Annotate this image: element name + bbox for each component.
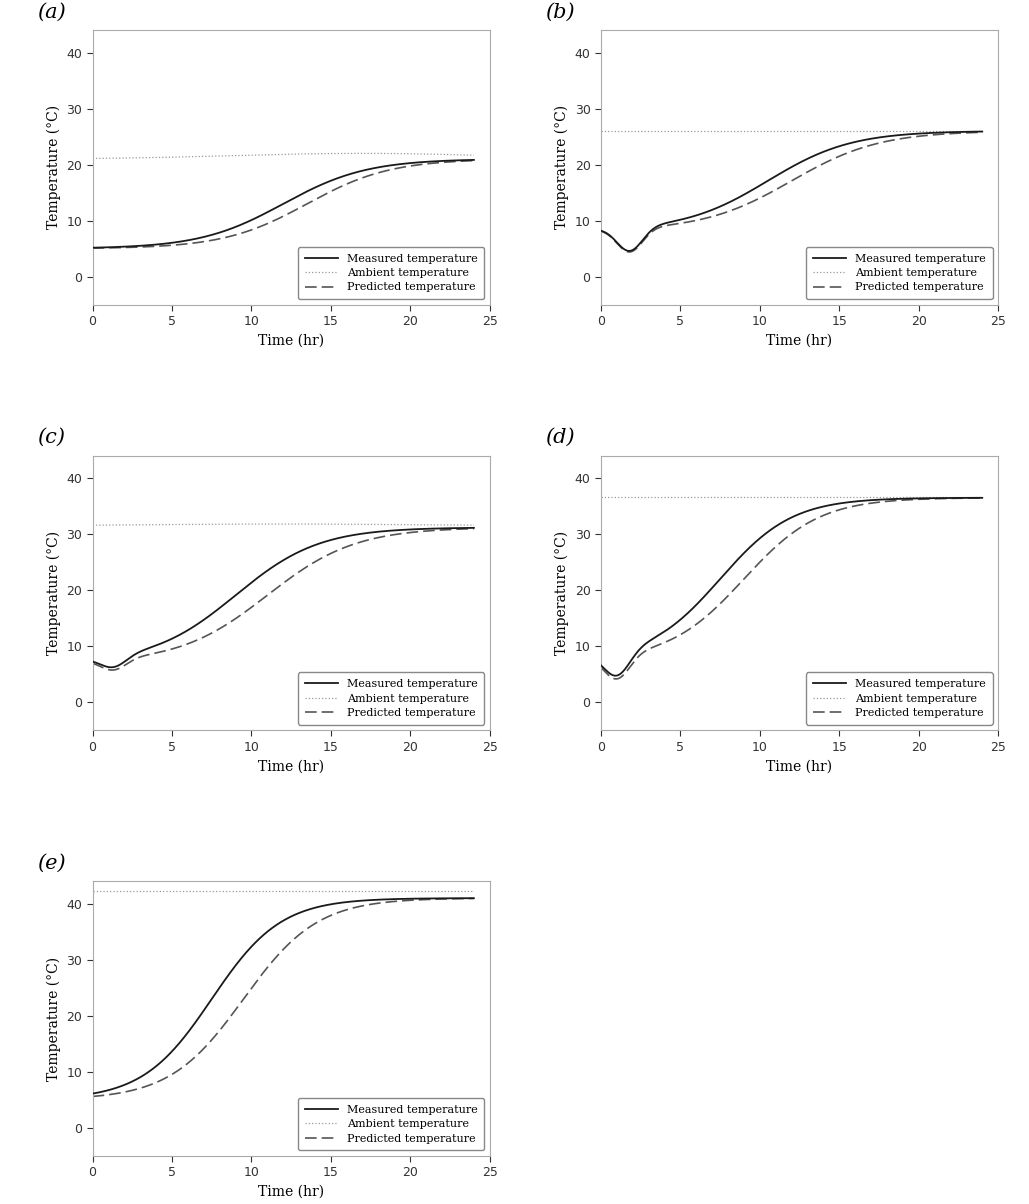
Y-axis label: Temperature (°C): Temperature (°C) [46, 105, 61, 230]
X-axis label: Time (hr): Time (hr) [767, 334, 832, 348]
Y-axis label: Temperature (°C): Temperature (°C) [555, 105, 569, 230]
X-axis label: Time (hr): Time (hr) [258, 760, 324, 773]
Legend: Measured temperature, Ambient temperature, Predicted temperature: Measured temperature, Ambient temperatur… [807, 673, 993, 725]
Legend: Measured temperature, Ambient temperature, Predicted temperature: Measured temperature, Ambient temperatur… [298, 247, 485, 299]
Text: (d): (d) [545, 429, 575, 447]
Legend: Measured temperature, Ambient temperature, Predicted temperature: Measured temperature, Ambient temperatur… [807, 247, 993, 299]
Text: (b): (b) [545, 2, 575, 22]
Y-axis label: Temperature (°C): Temperature (°C) [46, 531, 61, 655]
Y-axis label: Temperature (°C): Temperature (°C) [555, 531, 569, 655]
Text: (e): (e) [37, 854, 66, 873]
Legend: Measured temperature, Ambient temperature, Predicted temperature: Measured temperature, Ambient temperatur… [298, 1098, 485, 1150]
X-axis label: Time (hr): Time (hr) [258, 334, 324, 348]
X-axis label: Time (hr): Time (hr) [767, 760, 832, 773]
Text: (c): (c) [37, 429, 65, 447]
Text: (a): (a) [37, 2, 66, 22]
Legend: Measured temperature, Ambient temperature, Predicted temperature: Measured temperature, Ambient temperatur… [298, 673, 485, 725]
X-axis label: Time (hr): Time (hr) [258, 1185, 324, 1199]
Y-axis label: Temperature (°C): Temperature (°C) [46, 956, 61, 1081]
